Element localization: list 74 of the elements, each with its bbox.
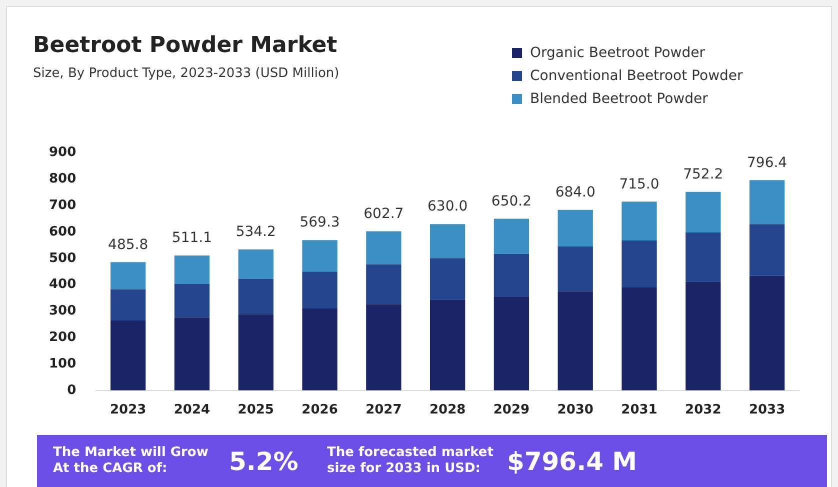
legend-label: Organic Beetroot Powder — [530, 45, 705, 61]
bar — [494, 296, 530, 390]
bar — [302, 308, 338, 390]
bar — [686, 232, 721, 282]
y-tick-label: 800 — [48, 172, 76, 187]
y-tick-label: 400 — [48, 277, 76, 292]
bar — [430, 224, 466, 258]
total-label: 569.3 — [300, 214, 340, 231]
text: $796.4 M — [507, 447, 638, 476]
legend-label: Blended Beetroot Powder — [530, 91, 708, 107]
text: 5.2% — [229, 447, 298, 476]
y-tick-label: 100 — [48, 356, 76, 372]
legend-label: Conventional Beetroot Powder — [530, 68, 743, 84]
x-tick-label: 2028 — [429, 402, 466, 418]
bar — [366, 304, 402, 390]
y-tick-label: 0 — [67, 382, 76, 398]
bar — [302, 240, 338, 272]
y-tick-label: 200 — [48, 330, 76, 345]
total-label: 511.1 — [172, 230, 212, 246]
bar — [302, 272, 338, 309]
bar — [366, 264, 402, 304]
total-label: 602.7 — [364, 206, 404, 222]
total-label: 684.0 — [555, 184, 596, 200]
bar — [110, 320, 146, 390]
bar — [494, 218, 530, 254]
x-tick-label: 2023 — [110, 402, 146, 418]
total-label: 534.2 — [236, 224, 276, 240]
bar — [430, 258, 466, 300]
chart-title: Beetroot Powder Market — [33, 33, 338, 58]
bar — [622, 287, 657, 390]
x-tick-label: 2033 — [748, 402, 786, 418]
bar — [749, 180, 785, 224]
bar — [558, 291, 593, 390]
x-tick-label: 2030 — [557, 402, 594, 418]
bar — [558, 246, 593, 292]
x-tick-label: 2024 — [174, 402, 210, 418]
total-label: 485.8 — [108, 236, 148, 253]
bar — [749, 224, 785, 276]
bar — [686, 282, 721, 390]
bar — [238, 249, 274, 279]
x-tick-label: 2029 — [493, 402, 530, 418]
bar — [174, 317, 210, 390]
total-label: 796.4 — [747, 154, 788, 171]
bar — [686, 192, 721, 233]
x-tick-label: 2027 — [366, 402, 402, 418]
bar — [494, 254, 530, 297]
bar — [430, 300, 466, 390]
text: The Market will Grow At the CAGR of: — [53, 445, 210, 477]
chart-subtitle: Size, By Product Type, 2023-2033 (USD Million) — [33, 66, 340, 81]
y-tick-label: 700 — [48, 198, 76, 213]
x-tick-label: 2026 — [302, 402, 338, 418]
text: The forecasted market size for 2033 in USD: — [327, 445, 494, 477]
y-tick-label: 500 — [48, 250, 76, 266]
y-tick-label: 300 — [48, 304, 76, 319]
bar — [174, 255, 210, 284]
y-tick-label: 900 — [48, 145, 76, 160]
x-tick-label: 2032 — [685, 402, 722, 418]
bar — [238, 278, 274, 314]
total-label: 715.0 — [619, 176, 660, 192]
bar — [238, 314, 274, 390]
total-label: 650.2 — [491, 193, 532, 210]
bar — [622, 240, 657, 288]
bar — [366, 231, 402, 264]
bar — [174, 284, 210, 318]
bar — [558, 210, 593, 247]
x-tick-label: 2031 — [621, 402, 658, 418]
bar — [749, 276, 785, 390]
bar — [110, 289, 146, 320]
bar — [110, 262, 146, 290]
bar — [622, 202, 657, 240]
y-tick-label: 600 — [48, 224, 76, 240]
x-tick-label: 2025 — [238, 402, 274, 418]
total-label: 630.0 — [428, 198, 468, 215]
total-label: 752.2 — [683, 166, 724, 182]
